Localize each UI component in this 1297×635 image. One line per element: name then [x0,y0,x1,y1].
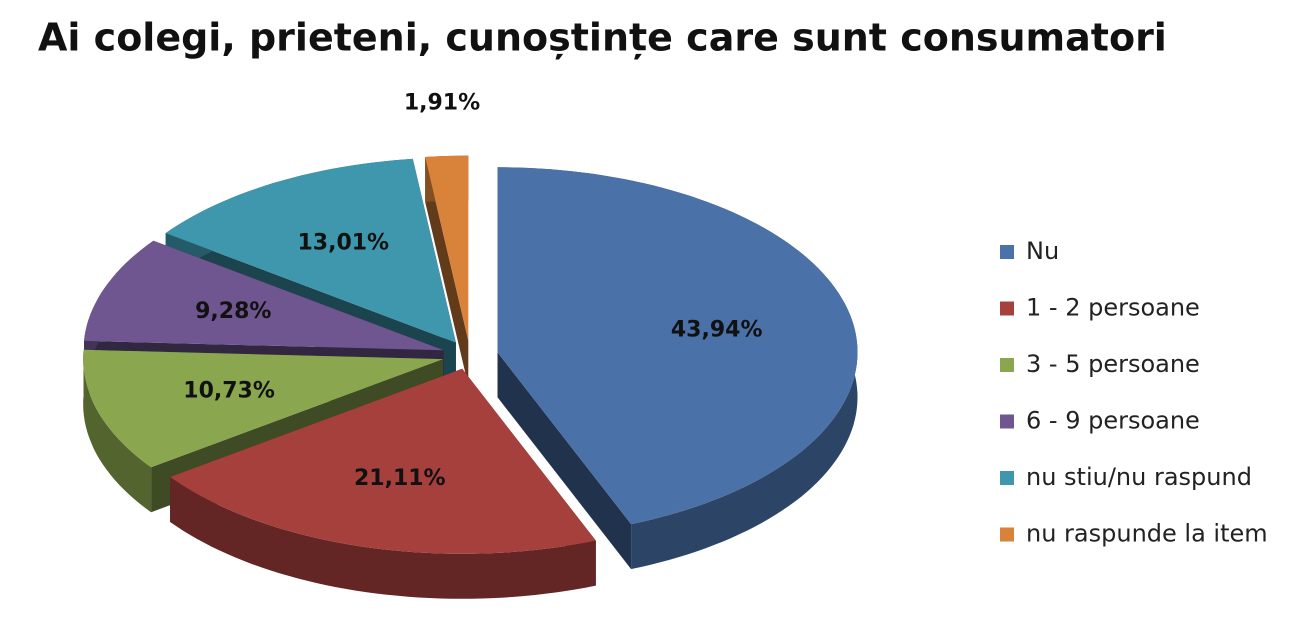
slice [425,155,469,386]
slice [425,155,469,341]
slice [497,167,858,525]
slice-side [497,352,632,570]
legend-swatch [1000,414,1014,429]
legend-swatch [1000,245,1014,259]
legend-label: 3 - 5 persoane [1026,350,1200,378]
value-label: 21,11% [354,466,446,491]
legend-swatch [1000,527,1014,542]
legend-label: 1 - 2 persoane [1026,294,1200,322]
slice-wall [83,349,152,513]
legend-label: Nu [1026,237,1059,265]
slice-side [425,157,469,386]
legend-swatch [1000,471,1014,485]
legend-swatch [1000,301,1014,316]
value-label: 43,94% [671,318,763,343]
slice [83,349,444,468]
pie: 43,94% 21,11% 10,73% 9,28% 13,01% 1,91% [83,90,858,599]
slice [84,240,444,351]
value-label: 13,01% [297,231,389,256]
legend-label: nu raspunde la item [1026,520,1268,548]
value-label: 9,28% [195,299,271,324]
legend-label: 6 - 9 persoane [1026,407,1200,435]
slice-wall [170,477,596,599]
legend-label: nu stiu/nu raspund [1026,463,1252,491]
chart-title: Ai colegi, prieteni, cunoștințe care sun… [38,16,1167,60]
slice [170,368,596,554]
slice [497,167,858,570]
legend: Nu 1 - 2 persoane 3 - 5 persoane 6 - 9 pers… [1000,237,1268,548]
value-label: 1,91% [404,90,480,115]
value-label: 10,73% [183,379,275,404]
legend-swatch [1000,358,1014,372]
slice [165,158,456,343]
slice [170,368,596,599]
